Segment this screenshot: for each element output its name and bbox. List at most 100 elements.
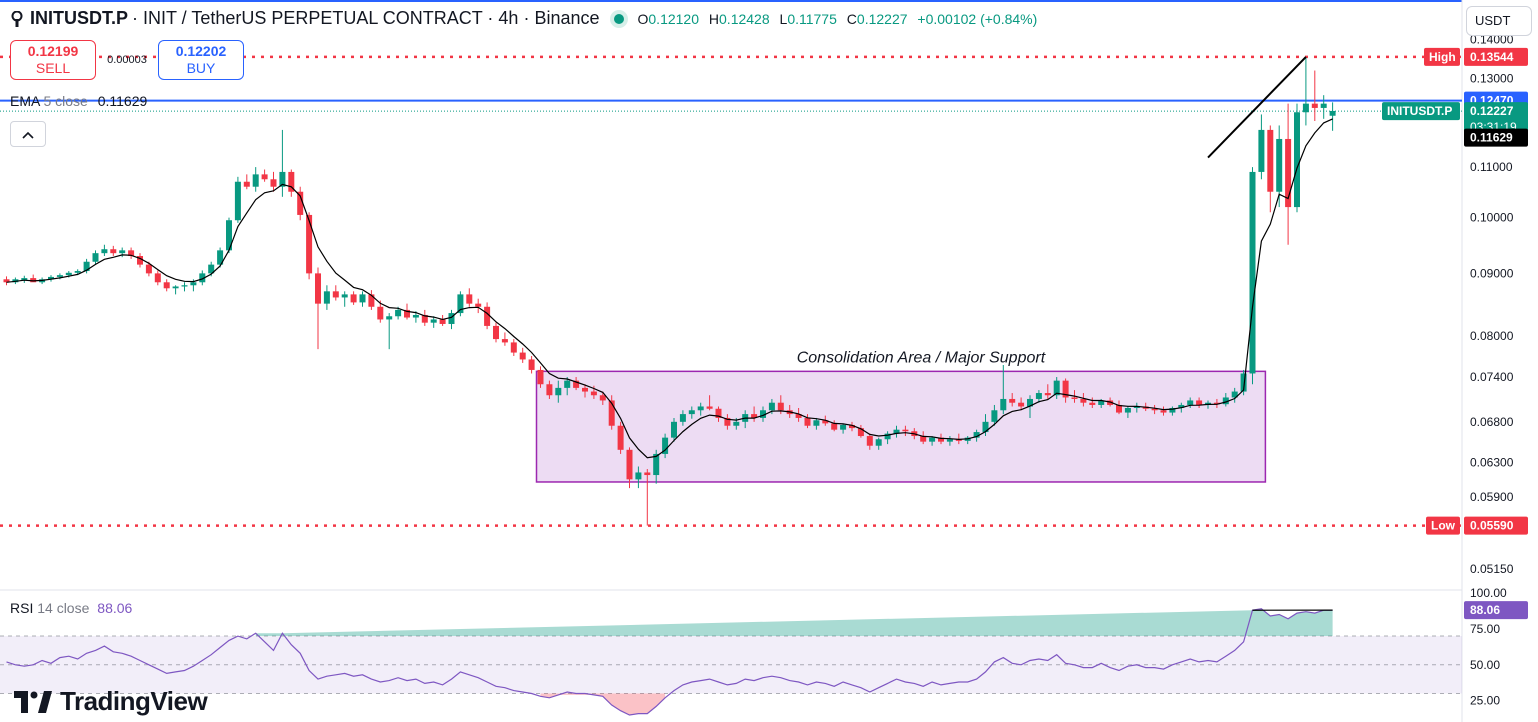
- candle-body: [110, 249, 117, 254]
- candle-body: [448, 313, 455, 324]
- candle-body: [128, 250, 135, 257]
- candle-body: [1276, 138, 1283, 192]
- symbol-header[interactable]: INITUSDT.P · INIT / TetherUS PERPETUAL C…: [10, 8, 1037, 29]
- candle-body: [564, 380, 571, 388]
- consolidation-box: [535, 370, 1267, 483]
- candle-body: [172, 286, 179, 289]
- ema-price-label-bg: [1464, 128, 1528, 147]
- candle-body: [21, 278, 28, 281]
- ema-price-label: 0.11629: [1470, 131, 1513, 145]
- candle-body: [582, 387, 588, 392]
- candle-body: [777, 402, 784, 411]
- candle-body: [1062, 380, 1069, 398]
- rsi-legend[interactable]: RSI 14 close 88.06: [10, 600, 133, 616]
- candle-body: [306, 214, 313, 274]
- candle-body: [893, 429, 900, 434]
- candle-body: [1213, 402, 1220, 405]
- candle-body: [1044, 393, 1051, 396]
- candle-body: [617, 425, 624, 450]
- candle-body: [1187, 400, 1194, 405]
- candle-body: [875, 439, 882, 446]
- price-tick-label: 0.05900: [1470, 490, 1514, 504]
- currency-selector[interactable]: USDT: [1466, 6, 1532, 36]
- candle-body: [1178, 404, 1185, 408]
- candle-body: [484, 306, 491, 326]
- candle-body: [261, 174, 268, 180]
- candle-body: [163, 282, 170, 289]
- price-tick-label: 0.06300: [1470, 455, 1514, 469]
- price-tick-label: 0.09000: [1470, 266, 1514, 280]
- candle-body: [181, 285, 188, 287]
- buy-button[interactable]: 0.12202 BUY: [158, 40, 244, 80]
- candle-body: [1196, 400, 1203, 405]
- consolidation-label: Consolidation Area / Major Support: [797, 349, 1046, 366]
- market-open-dot-icon: [613, 13, 624, 24]
- candle-body: [1098, 400, 1105, 405]
- candle-body: [1080, 398, 1087, 403]
- candle-body: [573, 380, 580, 388]
- last-price-label: 0.12227: [1470, 104, 1514, 118]
- candle-body: [929, 437, 936, 442]
- candle-body: [137, 256, 143, 265]
- rsi-oversold-fill: [540, 693, 666, 715]
- low-price-label-bg: [1464, 516, 1528, 535]
- candle-body: [359, 294, 366, 303]
- candle-body: [1160, 410, 1167, 413]
- candle-body: [421, 314, 428, 323]
- candle-body: [1035, 393, 1042, 399]
- candle-body: [679, 414, 686, 422]
- candle-body: [501, 339, 508, 343]
- collapse-legend-button[interactable]: [10, 121, 46, 147]
- symbol-description: · INIT / TetherUS PERPETUAL CONTRACT · 4…: [132, 8, 600, 28]
- candle-body: [1258, 129, 1265, 172]
- binance-logo-icon: [11, 10, 23, 27]
- candle-body: [884, 433, 891, 440]
- candle-body: [297, 191, 304, 215]
- candle-body: [1027, 398, 1033, 407]
- candle-body: [1294, 112, 1300, 208]
- candle-body: [1249, 171, 1256, 374]
- candle-body: [1018, 402, 1025, 407]
- candle-body: [733, 421, 740, 426]
- candle-body: [243, 181, 250, 187]
- candle-body: [1222, 397, 1229, 405]
- candle-body: [1311, 103, 1318, 108]
- candle-body: [493, 325, 499, 340]
- candle-body: [831, 423, 838, 430]
- candle-body: [546, 384, 553, 396]
- rsi-tick-label: 75.00: [1470, 622, 1500, 636]
- price-tick-label: 0.13000: [1470, 72, 1514, 86]
- symbol-name[interactable]: INITUSDT.P: [30, 8, 129, 28]
- low-price-label: 0.05590: [1470, 519, 1514, 533]
- trend-line: [1207, 56, 1307, 159]
- candle-body: [1000, 398, 1007, 411]
- candle-body: [635, 472, 642, 480]
- sell-button[interactable]: 0.12199 SELL: [10, 40, 96, 80]
- candle-body: [973, 432, 980, 438]
- candle-body: [697, 406, 704, 411]
- candle-body: [368, 294, 375, 307]
- candles: [3, 57, 1336, 526]
- candle-body: [1009, 398, 1016, 403]
- candle-body: [377, 306, 384, 320]
- candle-body: [662, 437, 669, 454]
- candle-body: [555, 387, 562, 396]
- top-blue-line: [0, 0, 1462, 2]
- ema-line: [6, 118, 1333, 459]
- symbol-tag: INITUSDT.P: [1387, 104, 1452, 118]
- ema-legend[interactable]: EMA 5 close 0.11629: [10, 93, 148, 109]
- high-price-label-bg: [1464, 47, 1528, 66]
- rsi-line: [6, 608, 1333, 716]
- candle-body: [795, 414, 802, 418]
- candle-body: [65, 272, 72, 276]
- tradingview-logo-icon: [14, 690, 52, 713]
- candle-body: [510, 342, 517, 353]
- candle-body: [101, 249, 108, 254]
- candle-body: [30, 278, 37, 283]
- tradingview-logo[interactable]: TradingView: [14, 686, 208, 717]
- candle-body: [1151, 408, 1158, 411]
- candle-body: [1267, 129, 1274, 192]
- rsi-tick-label: 100.00: [1470, 586, 1507, 600]
- candle-body: [1231, 391, 1238, 398]
